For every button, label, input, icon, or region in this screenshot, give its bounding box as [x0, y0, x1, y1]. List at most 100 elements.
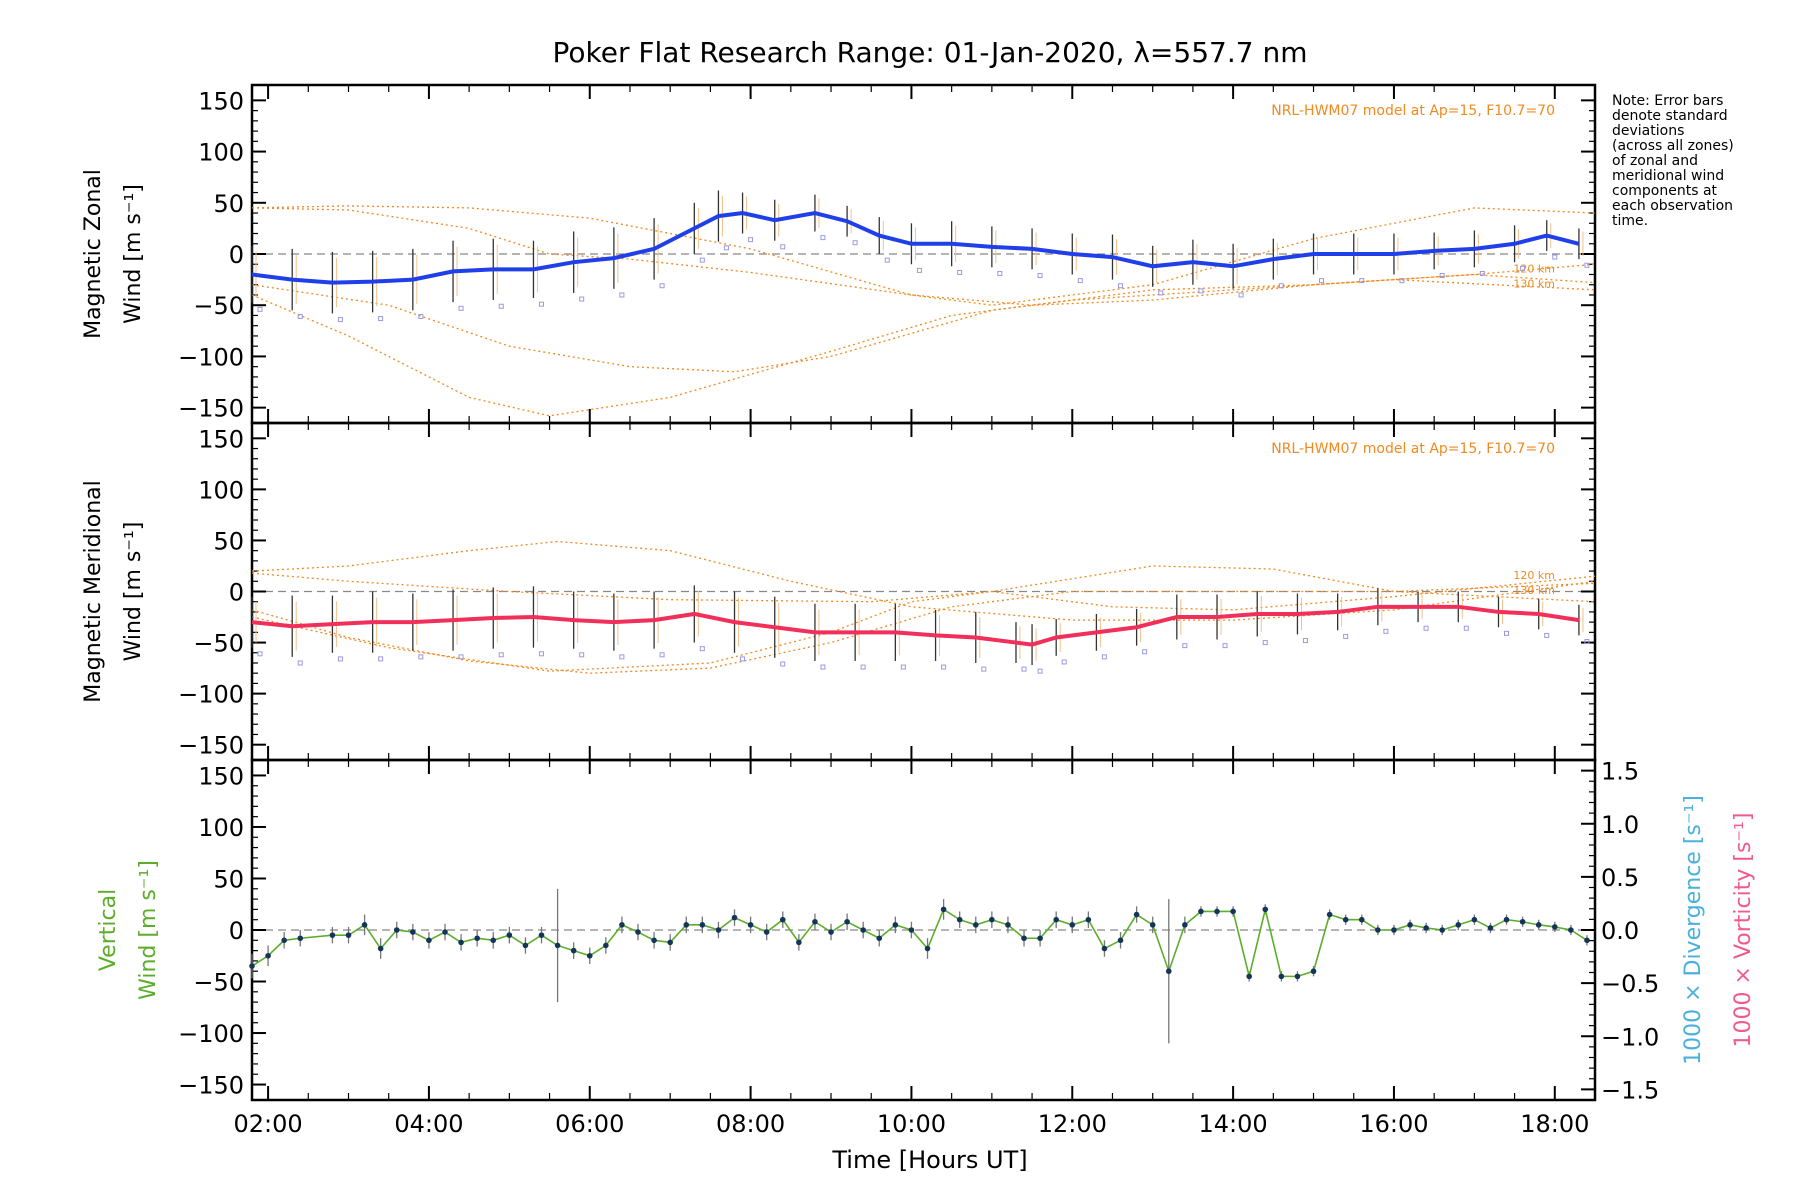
scatter-point — [699, 257, 705, 263]
x-tick-label: 08:00 — [716, 1110, 785, 1138]
y-tick-label: 0 — [229, 917, 244, 945]
y-tick-label: 100 — [198, 139, 244, 167]
data-point — [699, 922, 706, 928]
x-tick-label: 16:00 — [1359, 1110, 1428, 1138]
y-tick-label: 100 — [198, 814, 244, 842]
scatter-point — [1584, 262, 1590, 268]
data-point — [1021, 935, 1027, 942]
data-point — [1069, 922, 1076, 928]
x-tick-label: 06:00 — [555, 1110, 624, 1138]
data-point — [1375, 927, 1381, 933]
y-tick-label: −150 — [178, 732, 244, 760]
model-curve — [251, 263, 1596, 373]
scatter-point — [418, 313, 424, 319]
x-tick-label: 14:00 — [1199, 1110, 1268, 1138]
data-point — [1310, 968, 1317, 975]
data-point — [796, 939, 802, 946]
data-point — [779, 916, 786, 923]
data-point — [1568, 927, 1574, 933]
scatter-point — [1101, 654, 1107, 660]
data-point — [281, 937, 287, 944]
y-tick-label: −150 — [178, 1072, 244, 1100]
data-point — [1278, 973, 1285, 980]
y-tick-label: 50 — [213, 865, 244, 893]
data-point — [1503, 916, 1510, 923]
scatter-point — [997, 270, 1003, 276]
data-point — [1535, 922, 1542, 928]
data-point — [683, 922, 690, 928]
y2-axis-label-vorticity: 1000 × Vorticity [s⁻¹] — [1731, 813, 1756, 1048]
scatter-point — [1142, 649, 1148, 655]
y-axis-label: Vertical — [96, 889, 121, 971]
y-axis-label: Wind [m s⁻¹] — [121, 184, 146, 324]
data-point — [1053, 916, 1059, 923]
scatter-point — [740, 656, 746, 662]
data-point — [651, 937, 657, 944]
scatter-point — [257, 306, 263, 312]
model-curve — [251, 582, 1596, 674]
y2-axis-label-divergence: 1000 × Divergence [s⁻¹] — [1681, 795, 1706, 1065]
scatter-point — [900, 664, 906, 670]
panel-vertical: 150 100 50 0 −50 −100 −150 02:00 04:00 06:00 08:00… — [96, 758, 1756, 1138]
scatter-point — [1552, 254, 1558, 260]
data-point — [570, 947, 577, 954]
data-point — [828, 929, 834, 935]
scatter-point — [619, 292, 625, 298]
scatter-point — [1544, 632, 1550, 638]
data-point — [1262, 906, 1269, 913]
data-point — [1101, 945, 1108, 952]
y2-tick-label: −0.5 — [1601, 970, 1659, 998]
data-point — [1037, 935, 1043, 942]
note-line: denote standard — [1612, 108, 1728, 124]
data-point — [249, 963, 255, 969]
y-tick-label: −50 — [193, 630, 244, 658]
model-altitude-label: 120 km — [1513, 262, 1555, 275]
note-line: components at — [1612, 183, 1718, 199]
data-point — [940, 906, 947, 913]
data-point — [1407, 922, 1413, 928]
scatter-point — [723, 245, 729, 251]
scatter-point — [1117, 283, 1123, 289]
y-tick-label: 0 — [229, 241, 244, 269]
scatter-point — [579, 296, 585, 302]
data-point — [1551, 924, 1558, 930]
scatter-point — [860, 664, 866, 670]
data-point — [586, 952, 593, 959]
model-curve — [251, 278, 1596, 417]
scatter-point — [1278, 283, 1284, 289]
data-point — [1358, 916, 1365, 923]
data-point — [1294, 973, 1301, 980]
scatter-point — [1021, 666, 1027, 672]
scatter-point — [498, 303, 504, 309]
data-point — [1519, 918, 1526, 925]
data-point — [1214, 908, 1220, 915]
data-point — [1230, 908, 1236, 915]
model-curve — [251, 575, 1596, 672]
data-point — [538, 932, 545, 938]
scatter-point — [1182, 643, 1188, 649]
y-tick-label: −50 — [193, 969, 244, 997]
scatter-point — [619, 654, 625, 660]
scatter-point — [1037, 668, 1043, 674]
data-point — [635, 929, 641, 935]
y2-tick-label: 1.0 — [1601, 811, 1639, 839]
model-curve — [251, 207, 1596, 306]
x-tick-label: 02:00 — [233, 1110, 302, 1138]
data-point — [603, 942, 609, 949]
data-point — [1117, 937, 1124, 944]
scatter-point — [1423, 625, 1429, 631]
scatter-point — [1222, 643, 1228, 649]
x-axis-label: Time [Hours UT] — [831, 1146, 1027, 1174]
model-label: NRL-HWM07 model at Ap=15, F10.7=70 — [1271, 441, 1555, 457]
data-point — [506, 932, 513, 938]
data-point — [844, 918, 850, 925]
scatter-point — [748, 237, 754, 243]
scatter-point — [378, 316, 384, 322]
model-altitude-label: 130 km — [1513, 277, 1555, 290]
data-point — [474, 935, 480, 942]
y-tick-label: 50 — [213, 190, 244, 218]
note-line: time. — [1612, 213, 1648, 229]
note-line: of zonal and — [1612, 153, 1698, 169]
y2-tick-label: −1.5 — [1601, 1076, 1659, 1104]
